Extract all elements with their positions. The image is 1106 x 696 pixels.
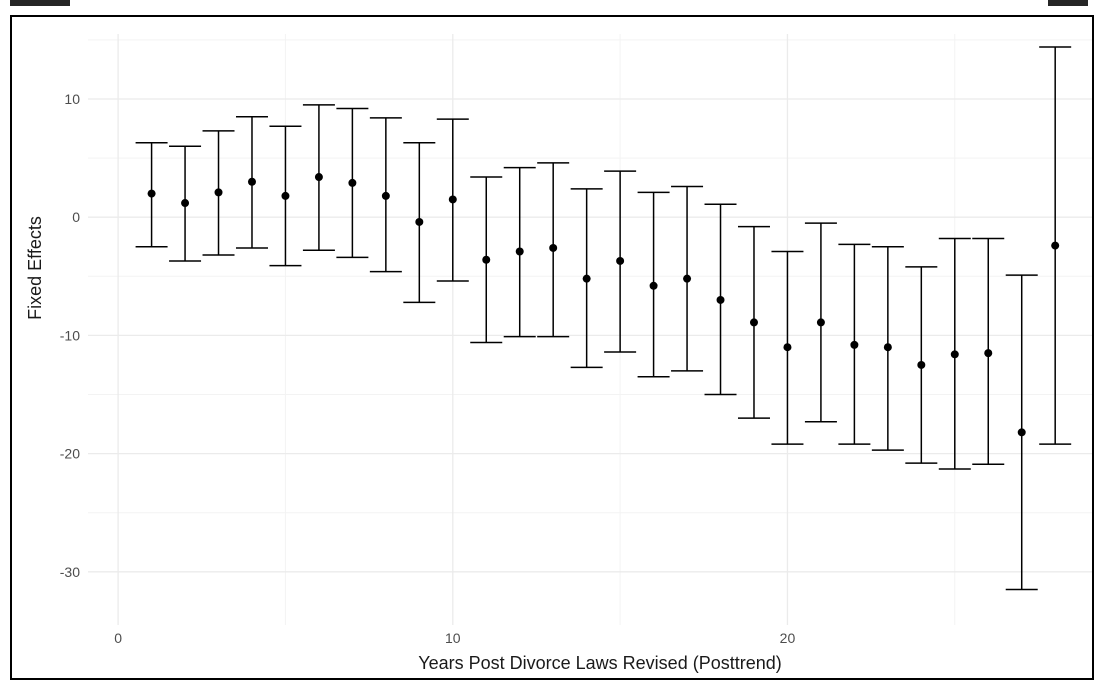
data-point bbox=[616, 256, 625, 265]
cropped-caption-fragment-right bbox=[1048, 0, 1088, 6]
x-tick-label: 0 bbox=[114, 630, 122, 646]
y-tick-label: -10 bbox=[60, 327, 80, 343]
minor-gridlines bbox=[88, 34, 1092, 625]
data-point bbox=[181, 199, 190, 208]
data-point bbox=[214, 188, 223, 197]
data-point bbox=[381, 191, 390, 200]
data-point bbox=[314, 173, 323, 182]
data-point bbox=[482, 255, 491, 264]
data-point bbox=[816, 318, 825, 327]
data-points bbox=[147, 173, 1060, 437]
x-tick-label: 20 bbox=[780, 630, 796, 646]
data-point bbox=[348, 178, 357, 187]
data-point bbox=[1017, 428, 1026, 437]
data-point bbox=[1051, 241, 1060, 250]
y-axis-title: Fixed Effects bbox=[25, 216, 45, 320]
data-point bbox=[448, 195, 457, 204]
data-point bbox=[950, 350, 959, 359]
chart-svg: 10 0 -10 -20 -30 0 10 20 Years Post Divorce La… bbox=[25, 34, 1092, 673]
data-point bbox=[917, 360, 926, 369]
data-point bbox=[415, 217, 424, 226]
data-point bbox=[883, 343, 892, 352]
top-cropped-strip bbox=[0, 0, 1106, 14]
data-point bbox=[582, 274, 591, 283]
data-point bbox=[749, 318, 758, 327]
y-tick-label: 10 bbox=[64, 91, 80, 107]
x-tick-label: 10 bbox=[445, 630, 461, 646]
x-axis-title: Years Post Divorce Laws Revised (Posttre… bbox=[418, 653, 782, 673]
data-point bbox=[549, 243, 558, 252]
y-tick-label: -30 bbox=[60, 564, 80, 580]
data-point bbox=[683, 274, 692, 283]
data-point bbox=[147, 189, 156, 198]
error-bars bbox=[135, 46, 1072, 591]
figure-frame: 10 0 -10 -20 -30 0 10 20 Years Post Divorce La… bbox=[10, 15, 1094, 680]
data-point bbox=[649, 281, 658, 290]
cropped-caption-fragment-left bbox=[10, 0, 70, 6]
y-axis-tick-labels: 10 0 -10 -20 -30 bbox=[60, 91, 80, 580]
major-gridlines bbox=[88, 34, 1092, 625]
data-point bbox=[783, 343, 792, 352]
data-point bbox=[515, 247, 524, 256]
y-tick-label: -20 bbox=[60, 446, 80, 462]
data-point bbox=[247, 177, 256, 186]
data-point bbox=[281, 191, 290, 200]
x-axis-tick-labels: 0 10 20 bbox=[114, 630, 795, 646]
y-tick-label: 0 bbox=[72, 209, 80, 225]
data-point bbox=[984, 349, 993, 358]
data-point bbox=[716, 295, 725, 304]
data-point bbox=[850, 340, 859, 349]
